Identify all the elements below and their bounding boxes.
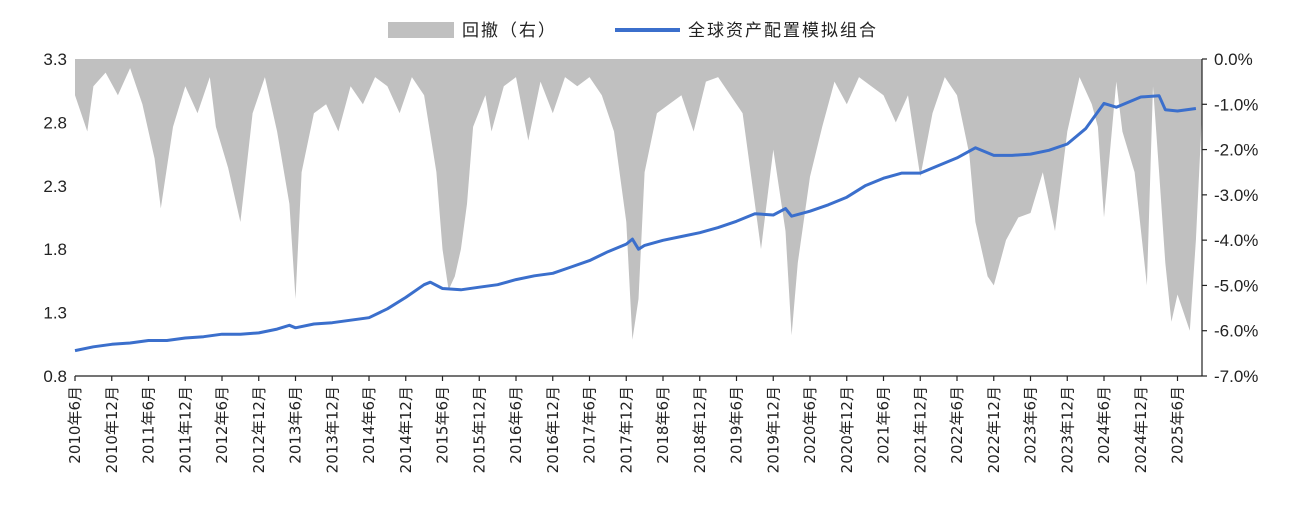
right-axis-ticks: 0.0% -1.0% -2.0% -3.0% -4.0% -5.0% -6.0% -7.0%	[1202, 50, 1258, 386]
portfolio-line-layer	[74, 94, 1197, 353]
axes	[75, 59, 1203, 377]
x-tick-label: 2018年12月	[691, 386, 709, 473]
x-tick-label: 2016年6月	[507, 386, 525, 464]
right-tick-label: -5.0%	[1214, 276, 1258, 295]
x-tick-label: 2016年12月	[544, 386, 562, 473]
left-tick-label: 1.8	[43, 240, 67, 259]
x-tick-label: 2025年6月	[1169, 386, 1187, 464]
portfolio-line	[74, 94, 1197, 353]
x-tick-label: 2011年6月	[140, 386, 158, 464]
x-tick-label: 2014年12月	[397, 386, 415, 473]
x-tick-label: 2024年6月	[1095, 386, 1113, 464]
x-tick-label: 2015年6月	[434, 386, 452, 464]
x-tick-label: 2019年12月	[764, 386, 782, 473]
legend: 回撤（右） 全球资产配置模拟组合	[388, 21, 878, 41]
x-tick-label: 2020年6月	[801, 386, 819, 464]
x-tick-label: 2022年6月	[948, 386, 966, 464]
right-tick-label: 0.0%	[1214, 50, 1253, 69]
x-tick-label: 2021年6月	[875, 386, 893, 464]
right-tick-label: -3.0%	[1214, 186, 1258, 205]
x-tick-label: 2022年12月	[985, 386, 1003, 473]
right-tick-label: -6.0%	[1214, 322, 1258, 341]
x-tick-label: 2010年6月	[66, 386, 84, 464]
right-tick-label: -4.0%	[1214, 231, 1258, 250]
x-tick-label: 2012年6月	[213, 386, 231, 464]
right-tick-label: -7.0%	[1214, 367, 1258, 386]
legend-swatch-drawdown	[388, 22, 454, 38]
x-tick-label: 2012年12月	[250, 386, 268, 473]
legend-label-drawdown: 回撤（右）	[462, 21, 557, 41]
x-tick-label: 2020年12月	[838, 386, 856, 473]
drawdown-area-layer	[75, 59, 1202, 340]
left-axis-ticks: 3.3 2.8 2.3 1.8 1.3 0.8	[43, 50, 67, 386]
x-tick-label: 2017年6月	[581, 386, 599, 464]
x-tick-label: 2017年12月	[617, 386, 635, 473]
x-tick-label: 2023年12月	[1058, 386, 1076, 473]
right-tick-label: -1.0%	[1214, 95, 1258, 114]
x-tick-label: 2013年12月	[323, 386, 341, 473]
x-tick-label: 2024年12月	[1132, 386, 1150, 473]
left-tick-label: 1.3	[43, 304, 67, 323]
right-tick-label: -2.0%	[1214, 141, 1258, 160]
x-tick-label: 2011年12月	[176, 386, 194, 473]
x-tick-label: 2023年6月	[1022, 386, 1040, 464]
left-tick-label: 2.8	[43, 113, 67, 132]
legend-label-portfolio: 全球资产配置模拟组合	[688, 21, 878, 41]
left-tick-label: 2.3	[43, 177, 67, 196]
x-tick-label: 2015年12月	[470, 386, 488, 473]
x-tick-label: 2014年6月	[360, 386, 378, 464]
x-axis-ticks: 2010年6月 2010年12月 2011年6月 2011年12月 2012年6月 201…	[66, 376, 1187, 473]
drawdown-area	[75, 59, 1202, 340]
left-tick-label: 3.3	[43, 50, 67, 69]
x-tick-label: 2013年6月	[287, 386, 305, 464]
x-tick-label: 2019年6月	[728, 386, 746, 464]
x-tick-label: 2010年12月	[103, 386, 121, 473]
x-tick-label: 2018年6月	[654, 386, 672, 464]
left-tick-label: 0.8	[43, 367, 67, 386]
x-tick-label: 2021年12月	[911, 386, 929, 473]
